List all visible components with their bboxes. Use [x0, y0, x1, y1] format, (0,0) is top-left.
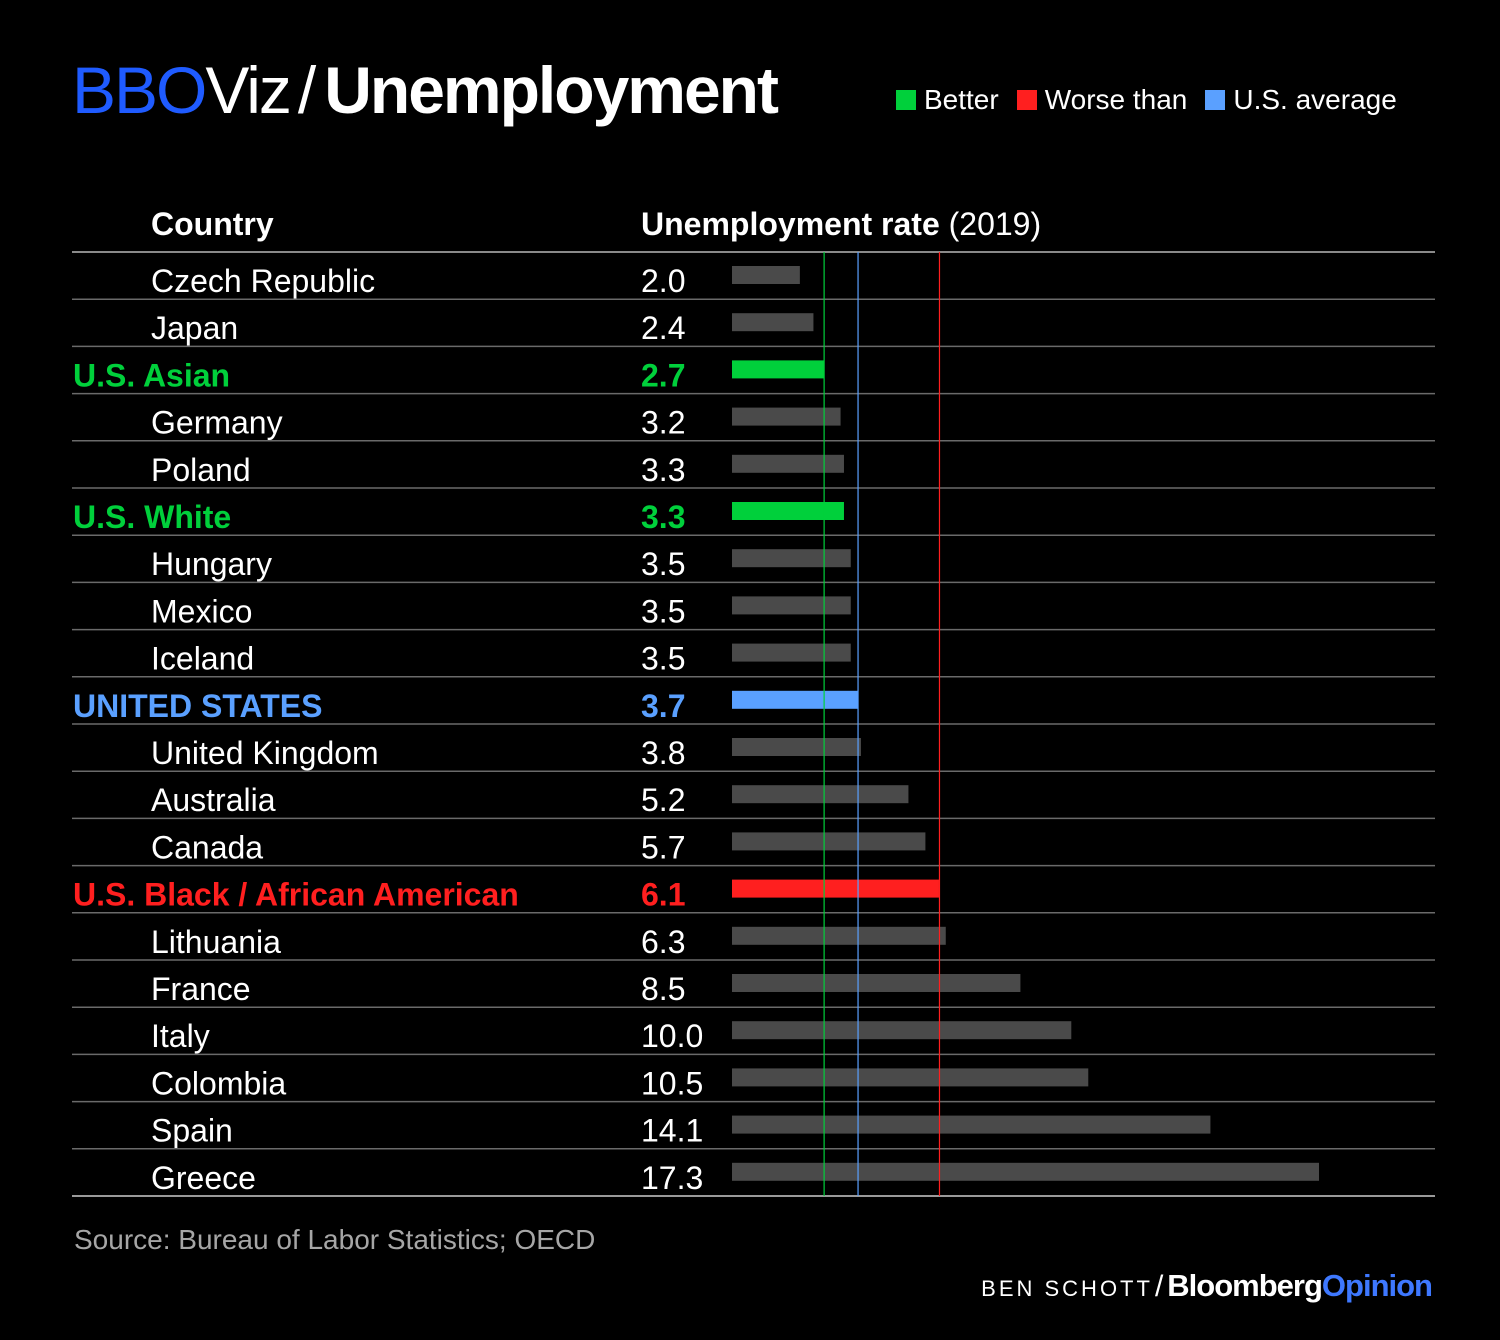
column-header-country: Country [151, 206, 274, 242]
value-label: 14.1 [641, 1113, 703, 1149]
value-label: 10.0 [641, 1018, 703, 1054]
bar [732, 360, 824, 379]
legend-swatch-average [1205, 90, 1226, 110]
country-label: Colombia [151, 1065, 286, 1101]
country-label: Mexico [151, 593, 252, 629]
legend-item-better: Better [896, 84, 999, 116]
value-label: 3.5 [641, 641, 685, 677]
country-label: U.S. White [73, 499, 231, 535]
value-label: 3.5 [641, 546, 685, 582]
bar [732, 926, 946, 945]
bar [732, 738, 861, 756]
value-label: 2.0 [641, 263, 685, 299]
legend-label-average: U.S. average [1233, 84, 1397, 115]
value-label: 3.3 [641, 452, 685, 488]
bar [732, 974, 1021, 992]
credit-author: BEN SCHOTT [981, 1276, 1153, 1301]
column-header-rate-year: (2019) [948, 206, 1042, 242]
value-label: 10.5 [641, 1065, 703, 1101]
bar [732, 1068, 1089, 1087]
legend-swatch-worse [1016, 90, 1037, 110]
value-label: 3.2 [641, 405, 685, 441]
bar [732, 832, 926, 851]
legend-label-worse: Worse than [1044, 84, 1188, 115]
bar [732, 1115, 1211, 1134]
country-label: Greece [151, 1160, 256, 1196]
source-note: Source: Bureau of Labor Statistics; OECD [74, 1224, 596, 1255]
value-label: 6.1 [641, 877, 685, 913]
brand-viz: Viz [205, 53, 291, 127]
country-label: Poland [151, 452, 251, 488]
value-label: 8.5 [641, 971, 685, 1007]
bar [732, 313, 814, 332]
bar [732, 643, 851, 662]
country-label: Italy [151, 1018, 210, 1054]
value-label: 3.5 [641, 593, 685, 629]
value-label: 3.8 [641, 735, 685, 771]
bar [732, 596, 851, 615]
value-label: 6.3 [641, 924, 685, 960]
bar [732, 266, 800, 284]
brand-bbo: BBO [72, 53, 207, 127]
title-text: Unemployment [324, 53, 779, 127]
country-label: Australia [151, 782, 276, 818]
country-label: Spain [151, 1113, 233, 1149]
country-label: UNITED STATES [73, 688, 322, 724]
bar [732, 549, 851, 568]
bar [732, 879, 939, 898]
bar [732, 1162, 1319, 1181]
publisher-opinion: Opinion [1321, 1268, 1433, 1303]
column-header-rate-label: Unemployment rate [641, 206, 940, 242]
bar [732, 407, 841, 426]
bar [732, 1021, 1072, 1040]
value-label: 17.3 [641, 1160, 703, 1196]
bar [732, 785, 909, 804]
legend-label-better: Better [924, 84, 999, 115]
country-label: Lithuania [151, 924, 281, 960]
value-label: 5.2 [641, 782, 685, 818]
country-label: Hungary [151, 546, 272, 582]
legend-item-average: U.S. average [1205, 84, 1397, 116]
title-separator: / [297, 53, 317, 127]
chart-title: BBOViz / Unemployment [72, 52, 779, 128]
country-label: U.S. Black / African American [73, 877, 519, 913]
value-label: 2.4 [641, 310, 685, 346]
column-header-rate: Unemployment rate (2019) [641, 206, 1041, 243]
country-label: Canada [151, 829, 263, 865]
bars-layer [732, 266, 1319, 1181]
value-label: 5.7 [641, 829, 685, 865]
rows-layer: Czech Republic 2.0 Japan 2.4 U.S. Asian 2.7 Ge… [72, 263, 1435, 1197]
value-label: 2.7 [641, 357, 685, 393]
country-label: United Kingdom [151, 735, 379, 771]
reference-lines-layer [823, 252, 941, 1196]
legend: Better Worse than U.S. average [896, 84, 1397, 116]
country-label: Iceland [151, 641, 254, 677]
table-top-rule [72, 251, 1435, 253]
bar [732, 454, 844, 473]
legend-item-worse: Worse than [1016, 84, 1188, 116]
country-label: Czech Republic [151, 263, 375, 299]
country-label: U.S. Asian [73, 357, 230, 393]
value-label: 3.7 [641, 688, 685, 724]
country-label: Japan [151, 310, 238, 346]
country-label: Germany [151, 405, 283, 441]
country-label: France [151, 971, 251, 1007]
legend-swatch-better [896, 90, 916, 110]
bar [732, 502, 844, 520]
publisher-bloomberg: Bloomberg [1167, 1268, 1323, 1303]
bar [732, 690, 858, 709]
credit-separator: / [1154, 1270, 1164, 1303]
value-label: 3.3 [641, 499, 685, 535]
credit: BEN SCHOTT / Bloomberg Opinion [981, 1268, 1433, 1304]
